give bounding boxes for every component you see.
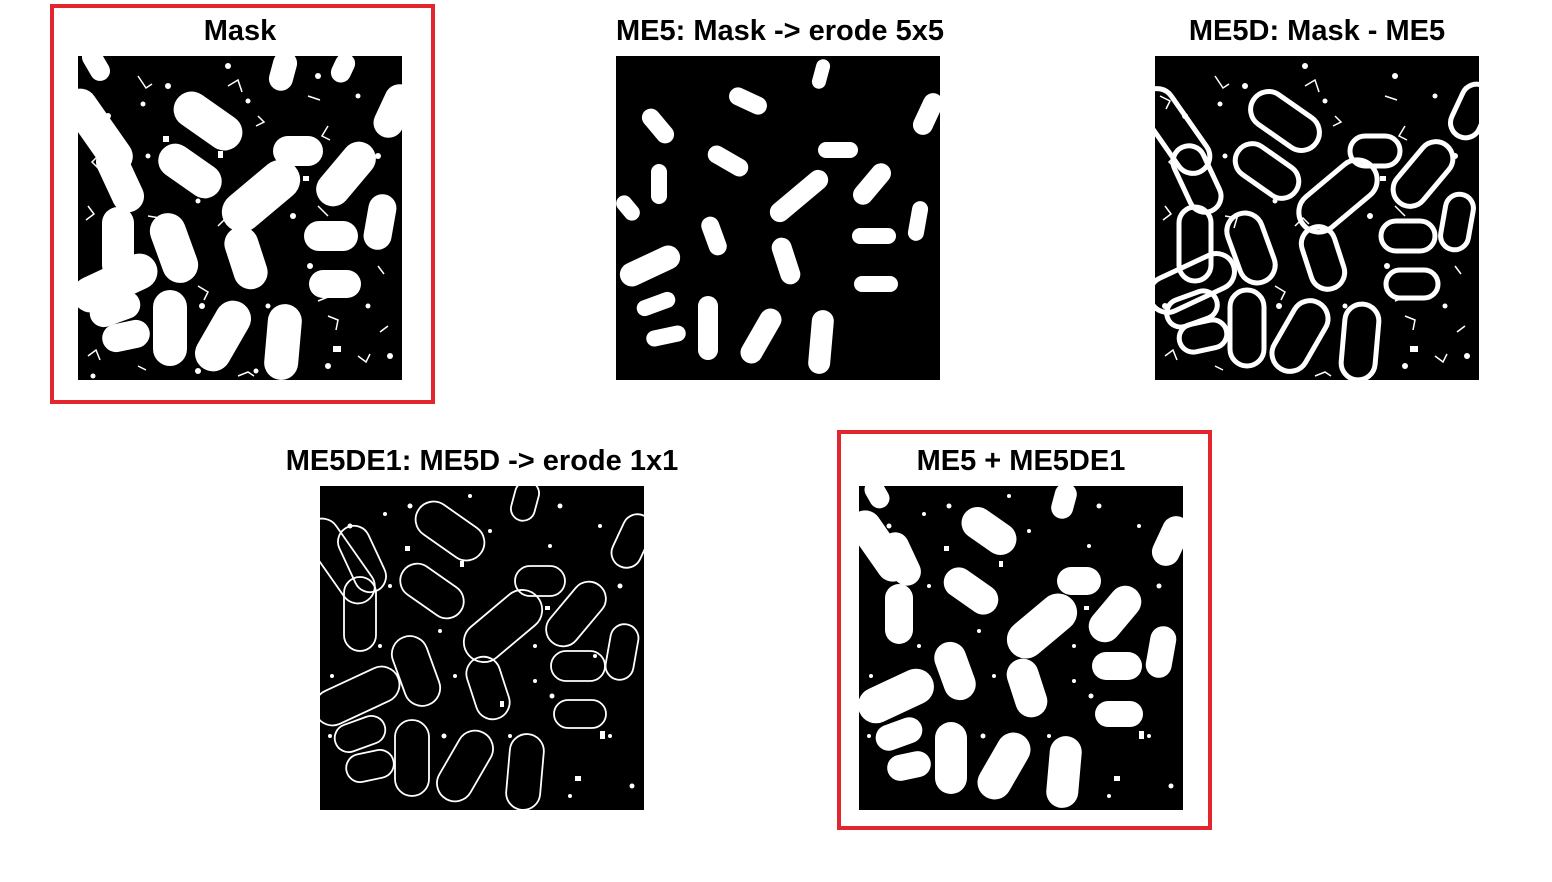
panel-image-me5d [1155, 56, 1479, 380]
panel-image-me5 [616, 56, 940, 380]
panel-title-combined: ME5 + ME5DE1 [916, 445, 1126, 477]
highlight-box-result [837, 430, 1212, 830]
panel-image-me5de1 [320, 486, 644, 810]
panel-title-me5: ME5: Mask -> erode 5x5 [616, 15, 945, 47]
panel-title-me5d: ME5D: Mask - ME5 [1188, 15, 1446, 47]
panel-title-mask: Mask [203, 15, 277, 47]
panel-image-combined [859, 486, 1183, 810]
panel-title-me5de1: ME5DE1: ME5D -> erode 1x1 [285, 445, 679, 477]
panel-image-mask [78, 56, 402, 380]
highlight-box-mask [50, 4, 435, 404]
